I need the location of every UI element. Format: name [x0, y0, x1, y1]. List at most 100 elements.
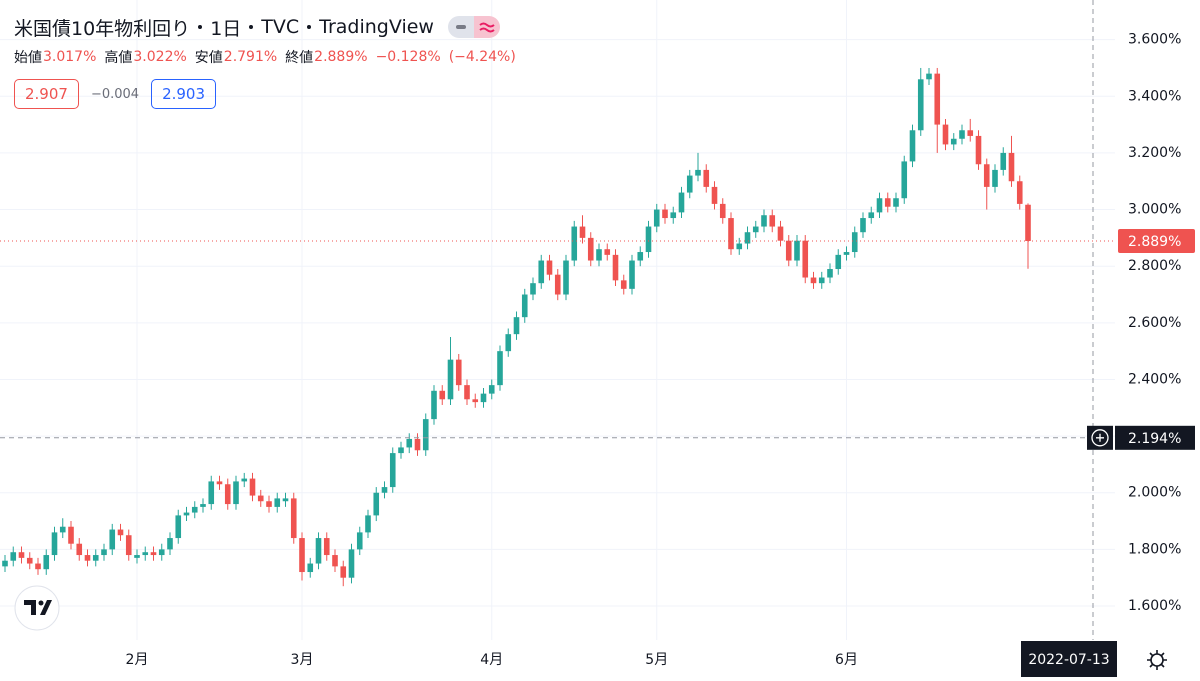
candle-body [686, 175, 693, 193]
candle-body [843, 252, 850, 255]
toggle-on[interactable] [473, 16, 500, 38]
candle-body [934, 73, 941, 125]
close-label: 終値 [285, 50, 314, 66]
candle-body [249, 478, 256, 496]
change-pct: (−4.24%) [448, 49, 516, 65]
candle-body [785, 240, 792, 261]
logo-mark [24, 600, 52, 615]
candle-body [975, 135, 982, 165]
candle-body [860, 218, 866, 233]
candle-body [35, 563, 41, 570]
candle-body [571, 226, 578, 261]
candle-body [59, 526, 66, 533]
close-value: 2.889% [314, 49, 368, 65]
toggle[interactable] [447, 16, 500, 38]
candle-body [992, 169, 998, 187]
candle-body [893, 198, 899, 207]
logo-circle [14, 585, 60, 631]
candle-body [183, 512, 190, 516]
y-tick-label: 2.800% [1128, 258, 1181, 274]
y-tick-label: 2.000% [1128, 485, 1181, 501]
candle-body [851, 232, 858, 253]
candle-body [546, 260, 553, 275]
x-tick-label: 5月 [645, 652, 668, 668]
sell-price[interactable]: 2.907 [14, 79, 79, 109]
candle-body [10, 552, 17, 561]
candle-body [323, 538, 330, 556]
source: TVC [261, 16, 300, 38]
candle-body [2, 560, 8, 567]
gear-teeth [1147, 650, 1167, 670]
y-tick-label: 3.400% [1128, 88, 1181, 104]
candle-body [827, 269, 833, 278]
candle-body [612, 254, 619, 281]
candle-body [703, 169, 710, 187]
candle-body [68, 526, 74, 544]
candle-body [282, 498, 289, 502]
y-tick-label: 2.600% [1128, 315, 1181, 331]
candle-body [447, 359, 454, 400]
candle-body [653, 209, 660, 227]
candle-body [497, 351, 503, 386]
y-tick-label: 1.600% [1128, 598, 1181, 614]
candle-body [942, 124, 949, 145]
candle-body [398, 447, 404, 454]
candle-body [670, 212, 677, 219]
candle-body [645, 226, 652, 253]
candle-body [480, 393, 487, 403]
settings-icon[interactable] [1147, 650, 1167, 670]
candle-body [563, 260, 569, 295]
candle-body [472, 399, 479, 403]
header: 米国債10年物利回り 1日 TVC TradingView 始値 3.017% … [14, 12, 516, 110]
symbol-title[interactable]: 米国債10年物利回り [14, 17, 191, 40]
crosshair-date-box [1021, 641, 1117, 677]
candle-body [752, 226, 759, 233]
buy-price[interactable]: 2.903 [151, 79, 217, 109]
candle-body [777, 226, 784, 241]
candle-body [538, 260, 545, 284]
candle-body [150, 552, 157, 556]
high-value: 3.022% [133, 49, 187, 65]
candle-body [365, 515, 371, 533]
candle-body [224, 484, 231, 505]
candle-body [233, 481, 239, 505]
candle-body [744, 232, 751, 244]
open-value: 3.017% [43, 49, 97, 65]
candle-body [348, 549, 355, 578]
candle-body [315, 538, 322, 564]
candle-body [200, 504, 206, 507]
candle-body [307, 563, 314, 573]
candle-body [381, 487, 388, 493]
candle-body [629, 260, 635, 289]
candle-body [274, 498, 281, 507]
open-label: 始値 [14, 50, 42, 66]
candle-body [389, 453, 396, 488]
candle-body [810, 277, 817, 284]
candle-body [373, 492, 380, 516]
candle-body [505, 334, 512, 352]
candle-body [241, 478, 248, 482]
candle-body [769, 215, 776, 227]
crosshair-price-label: 2.194% [1128, 431, 1181, 447]
candle-body [266, 501, 272, 507]
candle-body [43, 555, 50, 570]
crosshair-plus[interactable] [1091, 429, 1109, 447]
tv-logo[interactable] [14, 585, 60, 631]
platform: TradingView [319, 16, 434, 38]
candle-body [290, 498, 297, 539]
candle-body [728, 218, 734, 250]
crosshair-price-box [1115, 425, 1195, 450]
candle-body [901, 161, 908, 199]
candle-body [51, 532, 58, 556]
interval[interactable]: 1日 [210, 17, 242, 40]
candle-body [835, 254, 842, 270]
high-label: 高値 [104, 50, 133, 66]
candle-body [125, 535, 132, 556]
spread: −0.004 [90, 86, 140, 102]
separator [249, 25, 254, 29]
toggle-off[interactable] [447, 16, 474, 38]
candle-body [521, 294, 528, 318]
candle-body [488, 385, 495, 394]
